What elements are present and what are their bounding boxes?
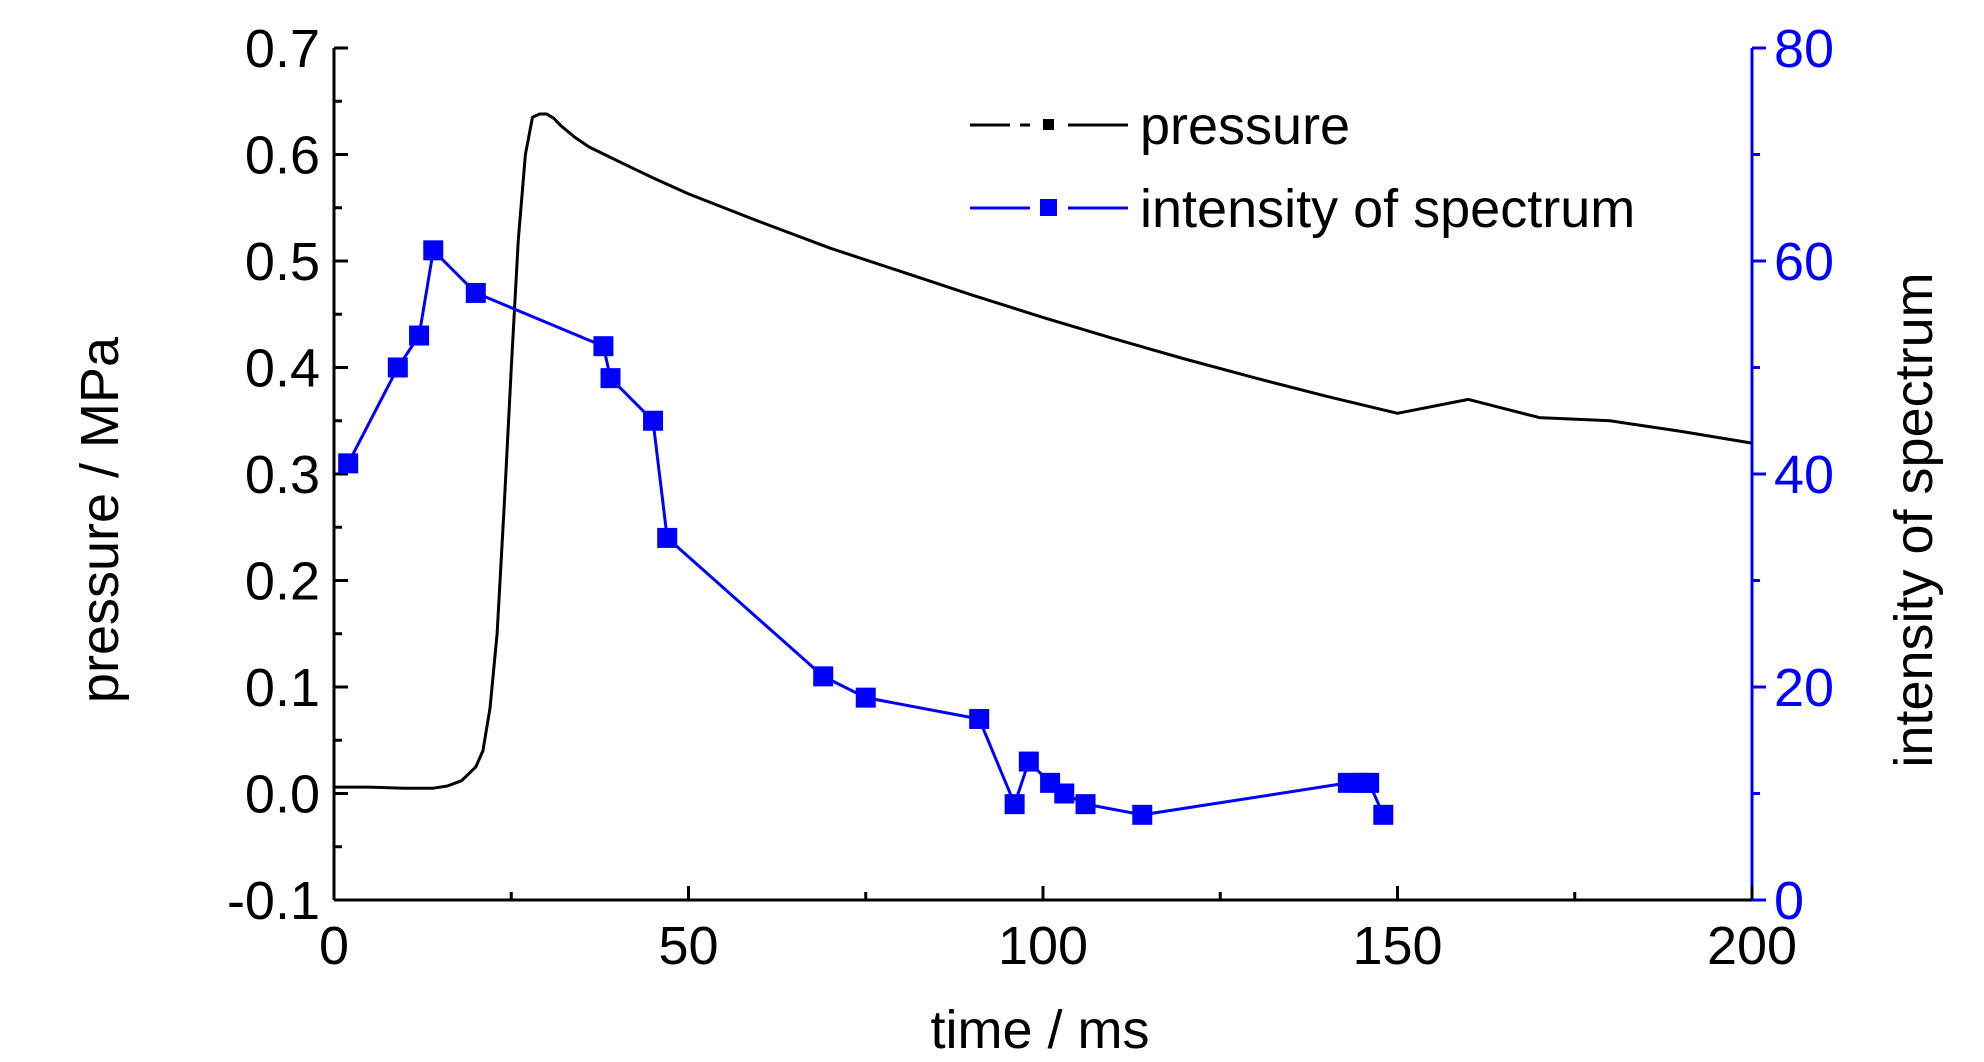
- y-left-tick-label: 0.7: [245, 19, 320, 79]
- legend-marker-pressure: [1043, 119, 1054, 130]
- intensity-data-point: [855, 687, 876, 708]
- y-left-tick-label: -0.1: [227, 871, 320, 931]
- x-tick-label: 150: [1352, 916, 1442, 976]
- y-right-tick-label: 80: [1774, 19, 1834, 79]
- intensity-data-point: [338, 453, 359, 474]
- x-tick-label: 200: [1707, 916, 1797, 976]
- intensity-data-point: [465, 282, 486, 303]
- intensity-data-point: [600, 368, 621, 389]
- legend: pressure intensity of spectrum: [970, 96, 1635, 239]
- intensity-data-point: [1359, 772, 1380, 793]
- legend-item-intensity: intensity of spectrum: [970, 179, 1635, 239]
- y-left-tick-label: 0.1: [245, 658, 320, 718]
- intensity-data-point: [1075, 794, 1096, 815]
- y-right-tick-label: 0: [1774, 871, 1804, 931]
- intensity-data-point: [1373, 804, 1394, 825]
- intensity-data-point: [423, 240, 444, 261]
- series-layer: [334, 112, 1753, 825]
- intensity-data-point: [1004, 794, 1025, 815]
- intensity-data-point: [1018, 751, 1039, 772]
- y-right-tick-label: 60: [1774, 232, 1834, 292]
- intensity-data-point: [657, 527, 678, 548]
- y-left-tick-label: 0.2: [245, 552, 320, 612]
- legend-item-pressure: pressure: [970, 96, 1350, 156]
- intensity-data-point: [593, 336, 614, 357]
- intensity-data-point: [409, 325, 430, 346]
- y-right-axis-title: intensity of spectrum: [1884, 272, 1944, 767]
- y-left-tick-label: 0.5: [245, 232, 320, 292]
- intensity-data-point: [969, 708, 990, 729]
- intensity-data-point: [1054, 783, 1075, 804]
- legend-marker-intensity: [1040, 199, 1057, 216]
- x-tick-label: 0: [319, 916, 349, 976]
- axes-layer: 0 50 100 150 200-0.10.00.10.20.30.40.50.60.7…: [227, 19, 1834, 976]
- y-left-tick-label: 0.4: [245, 339, 320, 399]
- y-left-tick-label: 0.6: [245, 126, 320, 186]
- y-left-tick-label: 0.3: [245, 445, 320, 505]
- y-right-tick-label: 20: [1774, 658, 1834, 718]
- y-left-axis-title: pressure / MPa: [70, 336, 130, 703]
- y-left-tick-label: 0.0: [245, 765, 320, 825]
- x-tick-label: 50: [658, 916, 718, 976]
- intensity-data-point: [643, 410, 664, 431]
- x-tick-label: 100: [998, 916, 1088, 976]
- intensity-series-line: [346, 248, 1385, 817]
- x-axis-title: time / ms: [930, 1000, 1149, 1060]
- intensity-data-point: [813, 666, 834, 687]
- pressure-series-line: [334, 112, 1753, 790]
- legend-label-intensity: intensity of spectrum: [1140, 179, 1635, 239]
- intensity-data-point: [1132, 804, 1153, 825]
- legend-label-pressure: pressure: [1140, 96, 1350, 156]
- y-right-tick-label: 40: [1774, 445, 1834, 505]
- intensity-data-point: [387, 357, 408, 378]
